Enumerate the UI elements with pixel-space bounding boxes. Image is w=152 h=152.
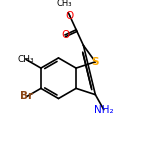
Text: NH₂: NH₂ [94,105,114,115]
Text: O: O [61,30,69,40]
Text: S: S [92,57,99,67]
Text: CH₃: CH₃ [56,0,72,8]
Text: Br: Br [20,92,33,102]
Text: CH₃: CH₃ [18,55,34,64]
Text: O: O [66,11,74,21]
